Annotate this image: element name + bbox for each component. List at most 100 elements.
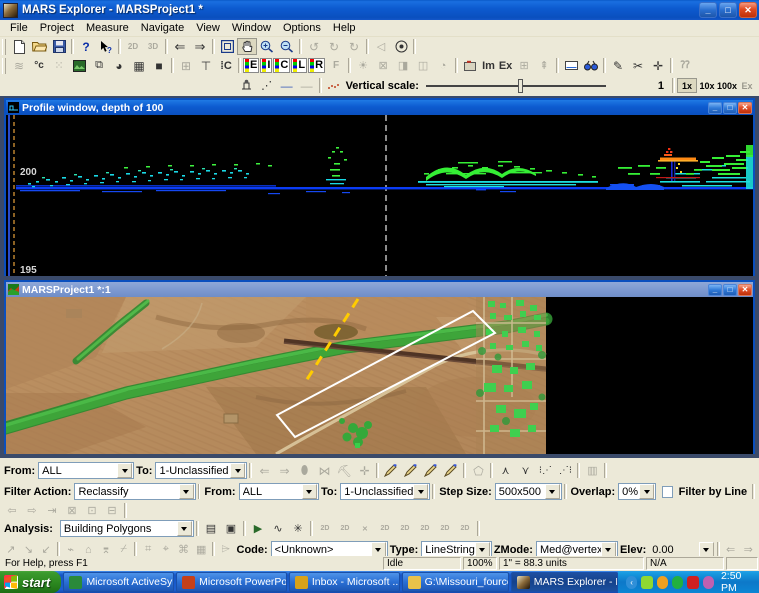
- taskbar-item-explorer[interactable]: G:\Missouri_fourco...: [401, 572, 509, 592]
- vector-tool-9-icon[interactable]: ⌖: [162, 543, 169, 555]
- vertex-next-icon[interactable]: ⇒: [743, 544, 753, 556]
- classify-to-combo[interactable]: 1-Unclassified: [155, 462, 248, 479]
- zoom-ex-button[interactable]: Ex: [741, 80, 753, 91]
- profile-minimize-button[interactable]: _: [708, 101, 722, 114]
- reclass-all-icon[interactable]: ✛: [359, 463, 370, 478]
- help-question-icon[interactable]: ?: [82, 39, 90, 54]
- vertex-prev-icon[interactable]: ⇐: [725, 544, 736, 556]
- map-close-button[interactable]: ✕: [738, 283, 752, 296]
- point-tool-2-icon[interactable]: ⋎: [521, 465, 530, 477]
- redo-edit-icon[interactable]: ⇨: [27, 504, 37, 517]
- vector-tool-6-icon[interactable]: ⌆: [101, 544, 111, 556]
- layers-icon[interactable]: ⧉: [95, 59, 103, 71]
- reclass-fence-icon[interactable]: ⋈: [318, 463, 331, 478]
- grid-2d-5-icon[interactable]: 2D: [400, 525, 410, 532]
- target-icon[interactable]: [391, 38, 411, 55]
- grid-2d-8-icon[interactable]: 2D: [460, 525, 470, 532]
- hillshade-icon[interactable]: ◨: [397, 60, 409, 72]
- forward-arrow-icon[interactable]: ⇒: [194, 38, 206, 54]
- filter-from-combo[interactable]: ALL: [238, 483, 319, 500]
- prev-class-icon[interactable]: ⇐: [259, 463, 270, 478]
- vector-tool-11-icon[interactable]: ▦: [195, 544, 207, 556]
- zoom-1x-button[interactable]: 1x: [676, 78, 697, 93]
- export-label[interactable]: Ex: [498, 59, 513, 72]
- profile-close-button[interactable]: ✕: [738, 101, 752, 114]
- menu-item-project[interactable]: Project: [39, 22, 74, 34]
- chevron-down-icon[interactable]: [413, 484, 429, 499]
- color-by-line-button[interactable]: L: [291, 58, 308, 73]
- analysis-settings-icon[interactable]: ▤: [205, 523, 217, 535]
- zoom-extents-icon[interactable]: [217, 38, 237, 55]
- camera-icon[interactable]: [460, 57, 480, 74]
- start-button[interactable]: start: [0, 571, 62, 593]
- color-by-class-icon[interactable]: ⁞C: [220, 59, 232, 72]
- tray-antivirus-icon[interactable]: [687, 575, 699, 589]
- tray-network-icon[interactable]: [641, 575, 653, 589]
- menu-item-file[interactable]: File: [10, 22, 28, 34]
- analysis-smooth-icon[interactable]: ∿: [273, 523, 283, 535]
- menu-item-window[interactable]: Window: [231, 22, 271, 34]
- no-shade-icon[interactable]: ⊠: [378, 60, 388, 72]
- window-close-button[interactable]: ✕: [739, 2, 757, 18]
- tray-show-hidden-icon[interactable]: ‹: [625, 575, 638, 589]
- chevron-down-icon[interactable]: [370, 542, 386, 557]
- select-shape-icon[interactable]: ⬠: [473, 463, 484, 478]
- import-label[interactable]: Im: [482, 59, 495, 72]
- filter-to-combo[interactable]: 1-Unclassified: [340, 483, 431, 500]
- smooth-icon[interactable]: ◔: [439, 59, 447, 72]
- window-minimize-button[interactable]: _: [699, 2, 717, 18]
- back-arrow-icon[interactable]: ⇐: [174, 38, 186, 54]
- slider-thumb[interactable]: [517, 78, 523, 93]
- save-icon[interactable]: [49, 38, 69, 55]
- filter-action-combo[interactable]: Reclassify: [74, 483, 196, 500]
- chevron-down-icon[interactable]: [639, 484, 655, 499]
- undo-edit-icon[interactable]: ⇦: [7, 504, 17, 517]
- map-maximize-button[interactable]: □: [723, 283, 737, 296]
- zoom-in-icon[interactable]: [257, 38, 277, 55]
- export-grid-icon[interactable]: ⊞: [519, 60, 529, 72]
- cancel-edit-icon[interactable]: ⊠: [67, 504, 77, 517]
- breakline-icon[interactable]: ⊤: [200, 58, 212, 73]
- histogram-icon[interactable]: ▥: [587, 465, 598, 477]
- code-combo[interactable]: <Unknown>: [270, 541, 388, 558]
- window-maximize-button[interactable]: □: [719, 2, 737, 18]
- grid-2d-3-icon[interactable]: ✕: [361, 525, 368, 533]
- grid-2d-7-icon[interactable]: 2D: [440, 525, 450, 532]
- menu-item-options[interactable]: Options: [282, 22, 321, 34]
- tin-icon[interactable]: ⊞: [180, 58, 192, 73]
- density-icon[interactable]: [324, 77, 344, 94]
- chevron-down-icon[interactable]: [230, 463, 246, 478]
- brush-2-icon[interactable]: [401, 462, 421, 479]
- rotate-right-icon[interactable]: ↻: [328, 39, 340, 54]
- menu-item-view[interactable]: View: [196, 22, 220, 34]
- chevron-down-icon[interactable]: [117, 463, 133, 478]
- profile-canvas[interactable]: 200 195: [6, 115, 753, 276]
- view-2d-icon[interactable]: 2D: [127, 42, 139, 51]
- intensity-icon[interactable]: ≋: [13, 58, 25, 73]
- new-file-icon[interactable]: [9, 38, 29, 55]
- taskbar-item-activesync[interactable]: Microsoft ActiveSync: [63, 572, 175, 592]
- toolbar-grip[interactable]: [2, 57, 6, 74]
- chevron-down-icon[interactable]: [178, 484, 194, 499]
- analysis-run-icon[interactable]: ▶: [253, 523, 263, 535]
- color-by-elevation-button[interactable]: E: [243, 58, 260, 73]
- analysis-report-icon[interactable]: ▣: [225, 523, 237, 535]
- analysis-clear-icon[interactable]: ✳: [293, 523, 303, 535]
- apply-edit-icon[interactable]: ⇥: [47, 504, 57, 517]
- sun-shade-icon[interactable]: ☀: [358, 60, 368, 72]
- next-class-icon[interactable]: ⇒: [279, 463, 290, 478]
- color-by-class-button[interactable]: C: [273, 58, 291, 73]
- cut-icon[interactable]: ✂: [633, 58, 644, 73]
- grid-2d-4-icon[interactable]: 2D: [380, 525, 390, 532]
- chevron-down-icon[interactable]: [698, 542, 714, 557]
- point-tool-4-icon[interactable]: ⋰⁝: [558, 465, 573, 476]
- menu-item-navigate[interactable]: Navigate: [140, 22, 185, 34]
- taskbar-item-inbox[interactable]: Inbox - Microsoft ...: [288, 572, 400, 592]
- chevron-down-icon[interactable]: [544, 484, 560, 499]
- color-by-return-button[interactable]: R: [308, 58, 326, 73]
- open-folder-icon[interactable]: [29, 38, 49, 55]
- filter-by-line-checkbox[interactable]: [662, 485, 673, 498]
- texture-icon[interactable]: ◫: [417, 60, 429, 72]
- line-dim-icon[interactable]: —: [300, 78, 313, 93]
- save-edit-icon[interactable]: ⊡: [87, 504, 97, 517]
